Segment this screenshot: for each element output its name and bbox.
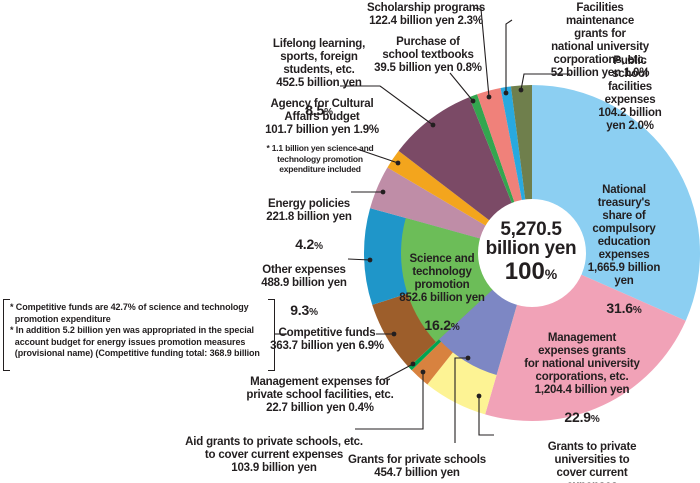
other-pct: 9.3% [290,302,318,319]
label-national-treasury-share: National treasury's share of compulsory … [587,184,661,317]
leader-private-schools [454,357,466,443]
management-pct: 22.9% [564,409,600,426]
dot-competitive [391,331,397,337]
label-purchase-school-textbooks: Purchase of school textbooks 39.5 billio… [374,36,482,74]
leader-dots [367,87,524,399]
dot-scholarship [486,94,492,100]
science-pct: 16.2% [424,317,460,334]
leader-cultural [356,148,399,164]
dot-private-universities [476,393,482,399]
center-total-amount: 5,270.5 billion yen [485,219,577,259]
label-management-expenses-grants: Management expenses grants for national … [524,332,640,426]
leader-scholarship [472,7,490,98]
energy-pct: 4.2% [295,236,323,253]
note-bracket-right [268,299,275,371]
label-public-school-facilities: Public school facilities expenses 104.2 … [598,55,662,132]
donut-hole [478,199,586,307]
label-grants-for-private-schools: Grants for private schools 454.7 billion… [348,454,486,479]
center-total: 5,270.5 billion yen 100% [486,220,577,286]
leader-lines [274,7,570,443]
label-competitive-funds: Competitive funds 363.7 billion yen 6.9% [270,327,384,352]
label-grants-private-universities: Grants to private universities to cover … [547,441,637,483]
dot-facilities-maintenance [503,90,509,96]
label-other-expenses: Other expenses 488.9 billion yen 9.3% [261,264,347,319]
note-bracket-left [3,299,10,371]
leader-mgmt-facilities [382,363,414,381]
leader-public-school [520,73,570,91]
dot-cultural [395,160,401,166]
dot-energy [380,189,386,195]
label-scholarship-programs: Scholarship programs 122.4 billion yen 2… [366,2,486,27]
national-treasury-pct: 31.6% [606,300,642,317]
label-agency-cultural-affairs: Agency for Cultural Affairs budget 101.7… [265,98,379,136]
dot-public-school [518,87,524,93]
lifelong-pct: 8.5% [305,102,333,119]
label-energy-policies: Energy policies 221.8 billion yen 4.2% [266,198,352,253]
dot-mgmt-facilities [410,361,416,367]
pie-wedges [364,85,700,421]
leader-aid-grants [355,372,424,430]
dot-private-schools [465,355,471,361]
side-note: * Competitive funds are 42.7% of science… [10,302,260,358]
leader-facilities-maintenance [505,19,513,93]
dot-textbooks [470,98,476,104]
label-science-technology-promotion: Science and technology promotion 852.6 b… [399,253,485,334]
label-aid-grants-private-schools: Aid grants to private schools, etc. to c… [185,436,363,474]
center-total-pct: 100% [504,258,558,285]
label-mgmt-private-school-facilities: Management expenses for private school f… [246,376,394,414]
leader-other [347,258,371,261]
dot-lifelong [430,122,436,128]
dot-other [367,257,373,263]
label-lifelong-learning: Lifelong learning, sports, foreign stude… [272,38,366,119]
leader-lifelong [340,85,434,126]
dot-aid-grants [420,369,426,375]
leader-textbooks [449,72,474,102]
label-cultural-note: * 1.1 billion yen science and technology… [266,143,374,174]
label-facilities-maintenance-grants: Facilities maintenance grants for nation… [550,2,650,79]
leader-private-universities [478,397,494,436]
